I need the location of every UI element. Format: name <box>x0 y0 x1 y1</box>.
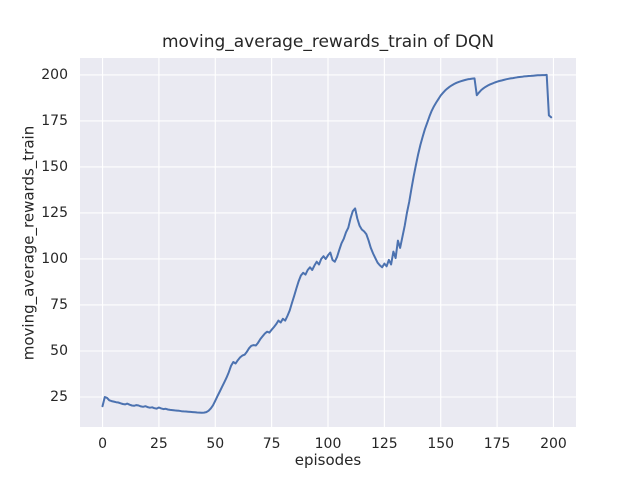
y-tick-label: 125 <box>41 204 68 221</box>
y-tick-label: 200 <box>41 66 68 83</box>
chart-title: moving_average_rewards_train of DQN <box>161 32 495 52</box>
series-line <box>101 73 553 414</box>
y-tick-label: 50 <box>50 342 68 359</box>
y-tick-label: 100 <box>41 250 68 267</box>
y-tick-label: 75 <box>50 296 68 313</box>
y-tick-label: 25 <box>50 389 68 405</box>
x-tick-label: 125 <box>370 436 398 452</box>
x-tick-label: 200 <box>540 436 567 452</box>
x-tick-label: 0 <box>98 436 107 452</box>
x-axis-label: episodes <box>294 451 362 469</box>
x-tick-label: 175 <box>483 436 511 452</box>
gridlines <box>80 58 576 427</box>
y-tick-label: 150 <box>41 158 68 175</box>
x-tick-label: 75 <box>262 436 281 452</box>
x-tick-label: 100 <box>314 436 342 452</box>
data-line <box>101 73 553 414</box>
y-tick-label: 175 <box>41 112 68 129</box>
x-tick-label: 25 <box>149 436 168 452</box>
x-tick-label: 50 <box>206 436 225 452</box>
x-tick-label: 150 <box>427 436 455 452</box>
